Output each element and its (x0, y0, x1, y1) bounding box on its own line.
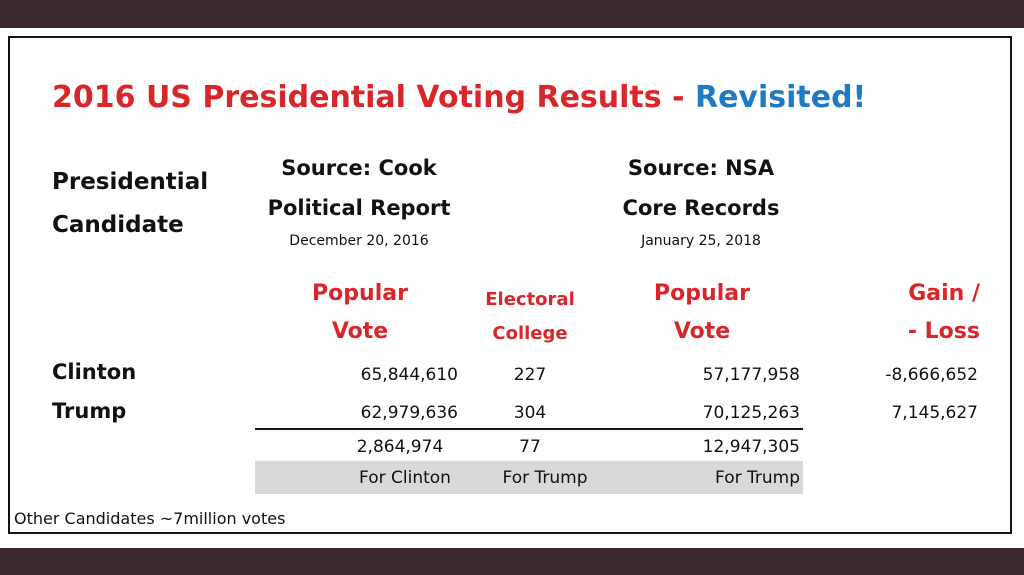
total-electoral: 77 (519, 437, 541, 457)
row-clinton-gain-loss: -8,666,652 (885, 365, 978, 385)
row-clinton-popular-cook: 65,844,610 (360, 365, 458, 385)
source1-line1: Source: Cook (281, 156, 437, 180)
row-trump-name: Trump (52, 399, 127, 423)
winner-electoral: For Trump (502, 468, 588, 488)
source1-date: December 20, 2016 (289, 233, 429, 249)
row-trump-electoral: 304 (513, 403, 547, 423)
winner-popular-nsa: For Trump (715, 468, 800, 488)
col-gain-loss-line2: - Loss (907, 319, 980, 344)
title-accent: Revisited! (694, 80, 867, 115)
totals-divider (255, 428, 803, 430)
row-trump-popular-cook: 62,979,636 (360, 403, 458, 423)
total-popular-nsa: 12,947,305 (702, 437, 800, 457)
col-gain-loss-line1: Gain / (908, 281, 980, 306)
source1-line2: Political Report (267, 196, 451, 220)
candidate-header-line1: Presidential (52, 169, 209, 195)
col-popular-cook-line1: Popular (312, 281, 408, 306)
slide-frame (8, 36, 1012, 534)
top-band (0, 0, 1024, 28)
total-popular-cook: 2,864,974 (356, 437, 444, 457)
candidate-header-line2: Candidate (52, 212, 184, 238)
winner-popular-cook: For Clinton (359, 468, 451, 488)
row-trump-popular-nsa: 70,125,263 (702, 403, 800, 423)
col-popular-nsa-line2: Vote (673, 319, 731, 344)
winner-shade (255, 461, 803, 494)
bottom-band (0, 548, 1024, 575)
row-clinton-name: Clinton (52, 360, 137, 384)
col-popular-cook-line2: Vote (331, 319, 389, 344)
col-electoral-line2: College (492, 323, 568, 344)
source2-line1: Source: NSA (627, 156, 775, 180)
source2-line2: Core Records (622, 196, 780, 220)
source2-date: January 25, 2018 (641, 233, 761, 249)
col-electoral-line1: Electoral (485, 289, 575, 310)
title-main: 2016 US Presidential Voting Results - (52, 80, 695, 115)
row-clinton-electoral: 227 (513, 365, 547, 385)
footer-note: Other Candidates ~7million votes (14, 509, 286, 528)
row-clinton-popular-nsa: 57,177,958 (702, 365, 800, 385)
col-popular-nsa-line1: Popular (654, 281, 750, 306)
slide-title: 2016 US Presidential Voting Results - Re… (52, 80, 866, 115)
row-trump-gain-loss: 7,145,627 (891, 403, 978, 423)
slide: 2016 US Presidential Voting Results - Re… (0, 28, 1024, 548)
